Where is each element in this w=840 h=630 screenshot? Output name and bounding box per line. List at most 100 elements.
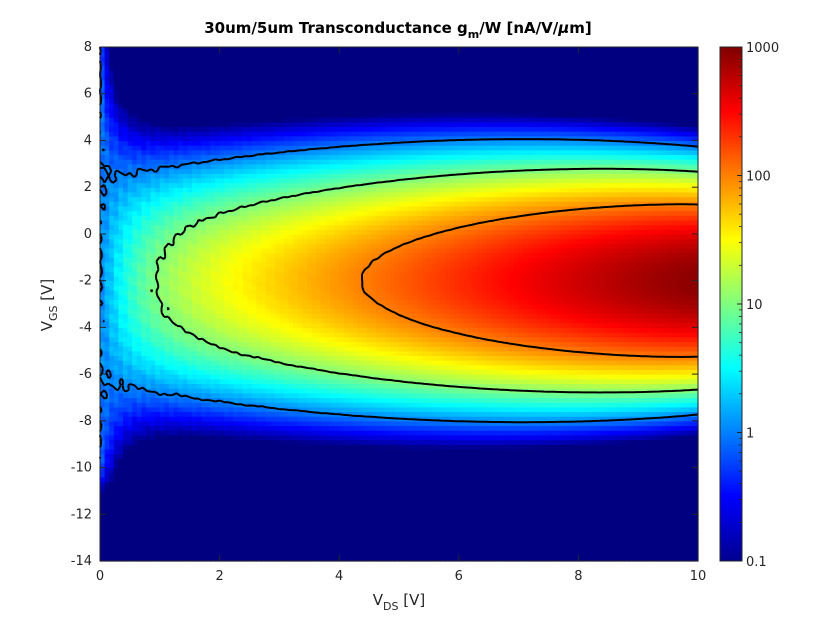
- heatmap-cell: [224, 490, 230, 497]
- heatmap-cell: [403, 392, 409, 399]
- heatmap-cell: [564, 425, 570, 431]
- heatmap-cell: [371, 392, 377, 399]
- heatmap-cell: [426, 467, 432, 473]
- heatmap-cell: [431, 406, 437, 413]
- heatmap-cell: [376, 486, 382, 492]
- heatmap-cell: [146, 425, 152, 431]
- heatmap-cell: [242, 523, 248, 529]
- heatmap-cell: [422, 509, 428, 515]
- heatmap-cell: [385, 556, 391, 562]
- heatmap-cell: [523, 420, 529, 427]
- heatmap-cell: [178, 458, 184, 464]
- heatmap-cell: [550, 481, 556, 487]
- heatmap-cell: [555, 504, 561, 511]
- heatmap-cell: [123, 518, 129, 525]
- heatmap-cell: [155, 514, 161, 520]
- heatmap-cell: [109, 439, 115, 445]
- heatmap-cell: [187, 532, 193, 539]
- heatmap-cell: [288, 472, 294, 478]
- heatmap-cell: [242, 397, 248, 403]
- heatmap-cell: [385, 500, 391, 506]
- heatmap-cell: [178, 486, 184, 492]
- heatmap-cell: [468, 383, 474, 389]
- heatmap-cell: [633, 444, 639, 450]
- heatmap-cell: [560, 490, 566, 497]
- heatmap-cell: [297, 500, 303, 506]
- heatmap-cell: [550, 472, 556, 478]
- heatmap-cell: [353, 528, 359, 534]
- heatmap-cell: [159, 420, 165, 427]
- heatmap-cell: [491, 425, 497, 431]
- heatmap-cell: [564, 490, 570, 497]
- heatmap-cell: [366, 537, 372, 543]
- heatmap-cell: [182, 518, 188, 525]
- heatmap-cell: [560, 430, 566, 436]
- heatmap-cell: [311, 388, 317, 394]
- heatmap-cell: [422, 481, 428, 487]
- heatmap-cell: [624, 532, 630, 539]
- heatmap-cell: [274, 518, 280, 525]
- heatmap-cell: [385, 523, 391, 529]
- heatmap-cell: [647, 542, 653, 548]
- heatmap-cell: [123, 453, 129, 459]
- heatmap-cell: [192, 467, 198, 473]
- heatmap-cell: [247, 397, 253, 403]
- heatmap-cell: [205, 472, 211, 478]
- heatmap-cell: [569, 434, 575, 441]
- heatmap-cell: [362, 416, 368, 422]
- heatmap-cell: [178, 397, 184, 403]
- heatmap-cell: [325, 453, 331, 459]
- heatmap-cell: [578, 481, 584, 487]
- heatmap-cell: [251, 532, 257, 539]
- heatmap-cell: [380, 402, 386, 408]
- heatmap-cell: [380, 490, 386, 497]
- heatmap-cell: [573, 453, 579, 459]
- heatmap-cell: [670, 462, 676, 469]
- heatmap-cell: [527, 495, 533, 501]
- heatmap-cell: [348, 500, 354, 506]
- heatmap-cell: [141, 504, 147, 511]
- heatmap-cell: [224, 495, 230, 501]
- heatmap-cell: [109, 467, 115, 473]
- heatmap-cell: [463, 504, 469, 511]
- heatmap-cell: [146, 551, 152, 557]
- heatmap-cell: [366, 430, 372, 436]
- heatmap-cell: [288, 434, 294, 441]
- heatmap-cell: [288, 523, 294, 529]
- heatmap-cell: [219, 378, 225, 385]
- heatmap-cell: [555, 472, 561, 478]
- heatmap-cell: [334, 514, 340, 520]
- heatmap-cell: [495, 495, 501, 501]
- heatmap-cell: [353, 514, 359, 520]
- heatmap-cell: [500, 402, 506, 408]
- heatmap-cell: [123, 486, 129, 492]
- heatmap-cell: [187, 462, 193, 469]
- heatmap-cell: [146, 495, 152, 501]
- heatmap-cell: [261, 420, 267, 427]
- heatmap-cell: [164, 434, 170, 441]
- heatmap-cell: [463, 439, 469, 445]
- heatmap-cell: [256, 378, 262, 385]
- heatmap-cell: [688, 434, 694, 441]
- heatmap-cell: [422, 490, 428, 497]
- heatmap-cell: [564, 514, 570, 520]
- heatmap-cell: [389, 504, 395, 511]
- heatmap-cell: [633, 462, 639, 469]
- heatmap-cell: [385, 453, 391, 459]
- heatmap-cell: [587, 458, 593, 464]
- heatmap-cell: [601, 481, 607, 487]
- heatmap-cell: [537, 518, 543, 525]
- heatmap-cell: [330, 434, 336, 441]
- heatmap-cell: [615, 448, 621, 455]
- heatmap-cell: [610, 462, 616, 469]
- heatmap-cell: [256, 453, 262, 459]
- heatmap-cell: [509, 425, 515, 431]
- heatmap-cell: [224, 523, 230, 529]
- heatmap-cell: [449, 458, 455, 464]
- heatmap-cell: [316, 448, 322, 455]
- heatmap-cell: [688, 383, 694, 389]
- heatmap-cell: [169, 551, 175, 557]
- heatmap-cell: [652, 495, 658, 501]
- heatmap-cell: [560, 476, 566, 483]
- heatmap-cell: [675, 476, 681, 483]
